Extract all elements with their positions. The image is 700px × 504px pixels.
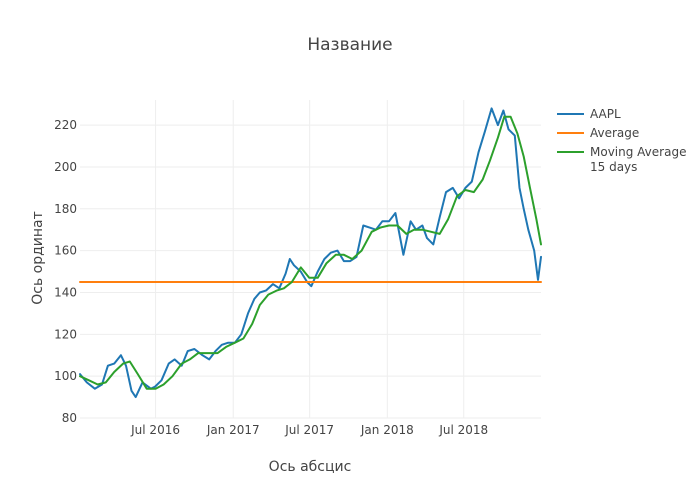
series-lines [79, 107, 542, 399]
grid-lines [80, 100, 541, 419]
legend: AAPL Average Moving Average 15 days [557, 107, 686, 174]
x-tick-label: Jul 2016 [130, 423, 180, 437]
y-tick-label: 80 [62, 411, 77, 425]
chart-title: Название [307, 35, 392, 55]
y-axis-title: Ось ординат [30, 211, 46, 305]
series-line-aapl [79, 107, 542, 399]
y-tick-label: 220 [54, 118, 77, 132]
legend-label-aapl: AAPL [590, 107, 621, 121]
y-axis-ticks: 80 100 120 140 160 180 200 220 [54, 118, 77, 425]
y-tick-label: 200 [54, 160, 77, 174]
y-tick-label: 120 [54, 327, 77, 341]
y-tick-label: 180 [54, 202, 77, 216]
x-axis-ticks: Jul 2016 Jan 2017 Jul 2017 Jan 2018 Jul 2018 [130, 423, 488, 437]
x-tick-label: Jul 2018 [438, 423, 488, 437]
x-tick-label: Jan 2017 [206, 423, 260, 437]
y-tick-label: 160 [54, 244, 77, 258]
y-tick-label: 140 [54, 285, 77, 299]
legend-label-average: Average [590, 126, 639, 140]
x-tick-label: Jul 2017 [284, 423, 334, 437]
legend-label-moving-average-15-days: Moving Average 15 days [590, 145, 686, 174]
y-tick-label: 100 [54, 369, 77, 383]
x-tick-label: Jan 2018 [360, 423, 414, 437]
series-line-moving-average-15-days [79, 115, 542, 390]
x-axis-title: Ось абсцис [269, 459, 352, 475]
